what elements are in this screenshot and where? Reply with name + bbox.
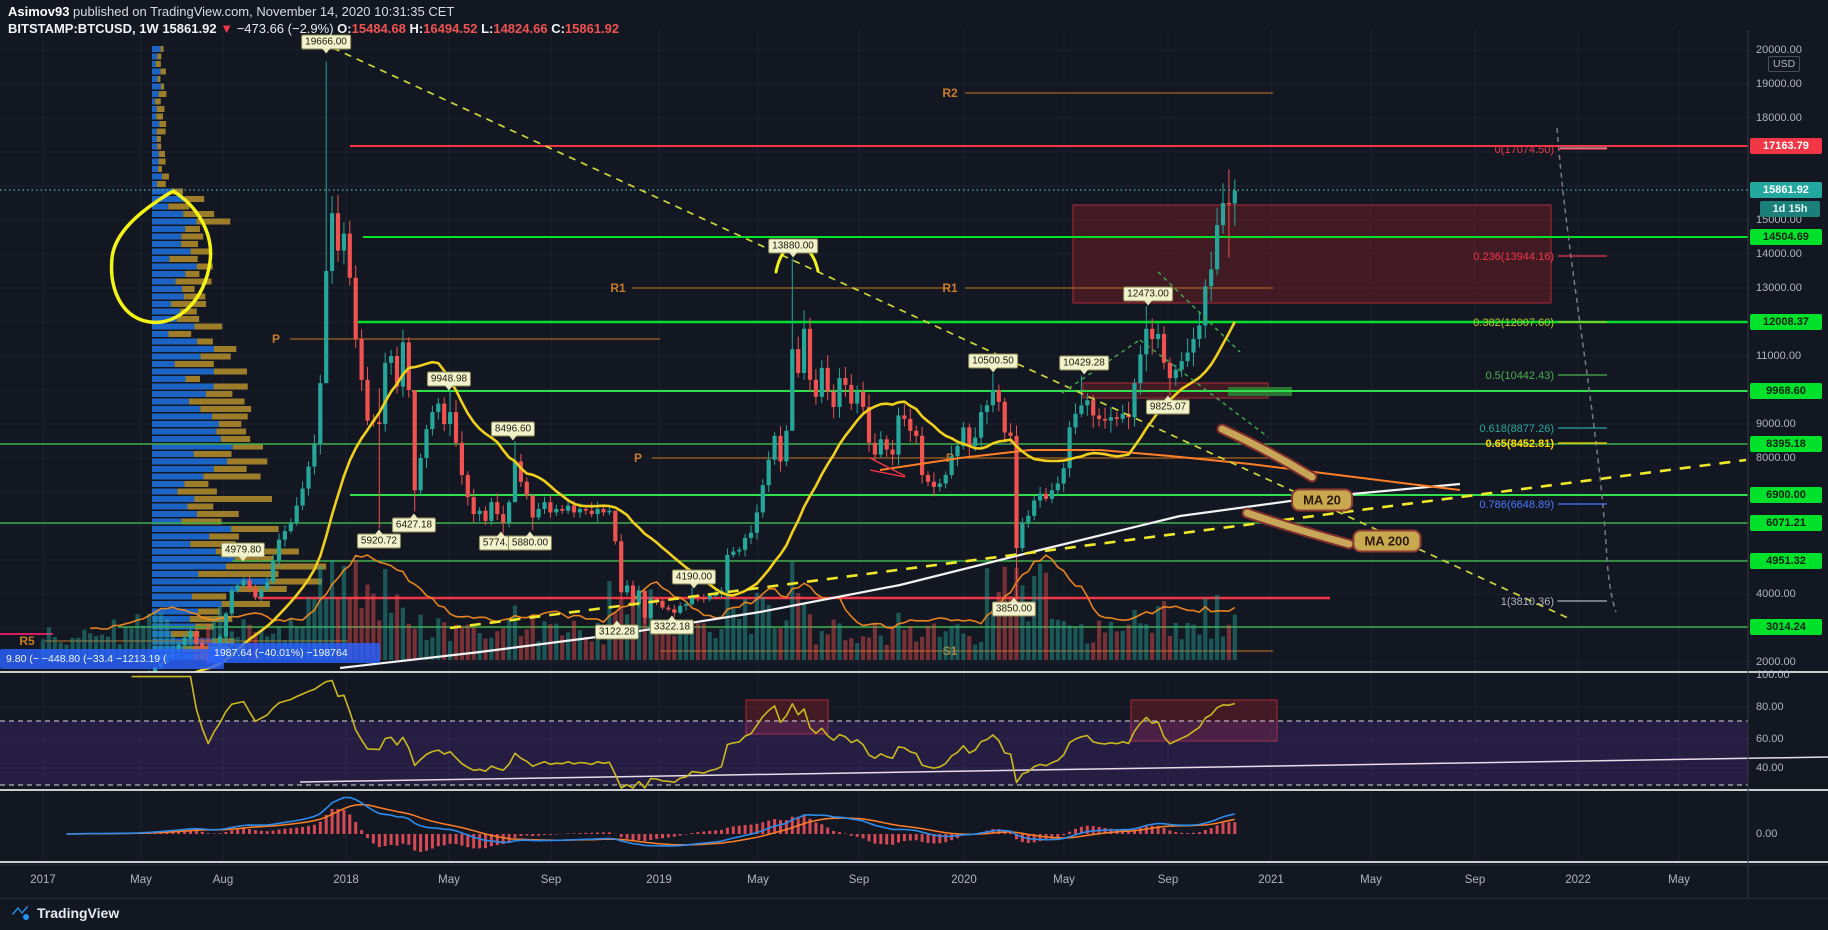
pivot-label-R1: R1 xyxy=(942,281,958,295)
rsi-pane xyxy=(0,675,1828,789)
tan-arrow-1[interactable] xyxy=(1243,509,1353,548)
pivot-label-P: P xyxy=(272,332,280,346)
low-value: 14824.66 xyxy=(493,21,548,36)
pivot-label-R5: R5 xyxy=(19,634,35,648)
frame xyxy=(0,30,1828,898)
tradingview-logo-icon[interactable] xyxy=(10,903,30,923)
macd-pane xyxy=(65,796,1237,852)
fib-label-1[interactable]: 0.236(13944.16) xyxy=(1473,251,1554,263)
open-value: 15484.68 xyxy=(351,21,406,36)
published-line: Asimov93 published on TradingView.com, N… xyxy=(8,4,619,19)
low-label: L: xyxy=(481,21,494,36)
footer-separator xyxy=(0,898,1828,899)
open-label: O: xyxy=(337,21,352,36)
pivot-label-R2: R2 xyxy=(942,86,958,100)
fib-label-0[interactable]: 0(17074.50) xyxy=(1495,144,1554,156)
high-label: H: xyxy=(409,21,424,36)
down-arrow-icon: ▼ xyxy=(220,21,234,36)
price-change: −473.66 (−2.9%) xyxy=(236,21,334,36)
footer: TradingView xyxy=(10,903,119,923)
published-text: published on TradingView.com, November 1… xyxy=(69,4,455,19)
volume-profile xyxy=(152,46,327,660)
yellow-circle-annotation[interactable] xyxy=(109,189,213,325)
symbol-name[interactable]: BITSTAMP:BTCUSD, 1W xyxy=(8,21,159,36)
close-label: C: xyxy=(551,21,565,36)
maroon-box-2[interactable] xyxy=(745,699,829,735)
pivot-label-P: P xyxy=(634,451,642,465)
fib-label-4[interactable]: 0.618(8877.26) xyxy=(1479,423,1554,435)
fib-label-5[interactable]: 0.65(8452.81) xyxy=(1486,438,1555,450)
chart-header: Asimov93 published on TradingView.com, N… xyxy=(8,4,619,36)
trendline-drawings xyxy=(109,47,1747,630)
fib-label-3[interactable]: 0.5(10442.43) xyxy=(1486,370,1555,382)
high-value: 16494.52 xyxy=(423,21,478,36)
author-name: Asimov93 xyxy=(8,4,70,19)
symbol-line: BITSTAMP:BTCUSD, 1W 15861.92 ▼ −473.66 (… xyxy=(8,21,619,36)
fib-label-2[interactable]: 0.382(12007.60) xyxy=(1473,317,1554,329)
pivot-label-R1: R1 xyxy=(610,281,626,295)
pivot-label-S1: S1 xyxy=(943,644,958,658)
tradingview-brand[interactable]: TradingView xyxy=(37,905,120,921)
fib-label-6[interactable]: 0.786(6648.89) xyxy=(1479,499,1554,511)
tan-arrow-0[interactable] xyxy=(1218,425,1316,481)
fib-label-7[interactable]: 1(3810.36) xyxy=(1501,596,1554,608)
highlight-boxes xyxy=(745,204,1552,742)
last-price: 15861.92 xyxy=(162,21,217,36)
close-value: 15861.92 xyxy=(564,21,620,36)
fib-levels: 0(17074.50) 0.236(13944.16) 0.382(12007.60… xyxy=(1473,144,1607,608)
moving-averages xyxy=(192,321,1461,672)
